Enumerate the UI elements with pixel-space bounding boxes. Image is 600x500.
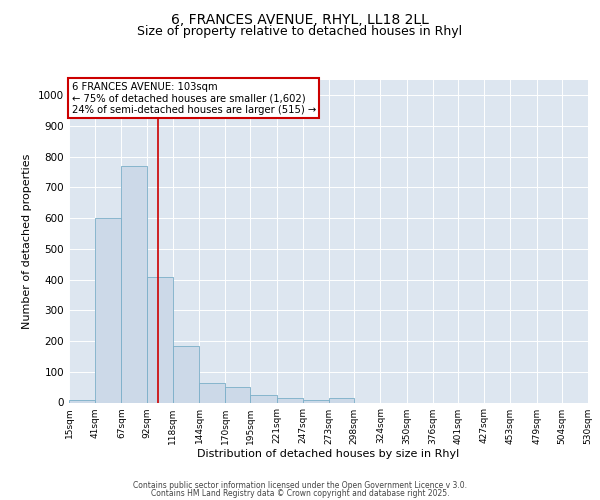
Text: 6 FRANCES AVENUE: 103sqm
← 75% of detached houses are smaller (1,602)
24% of sem: 6 FRANCES AVENUE: 103sqm ← 75% of detach… bbox=[71, 82, 316, 115]
X-axis label: Distribution of detached houses by size in Rhyl: Distribution of detached houses by size … bbox=[197, 450, 460, 460]
Y-axis label: Number of detached properties: Number of detached properties bbox=[22, 154, 32, 329]
Bar bbox=[303, 400, 329, 402]
Text: Contains HM Land Registry data © Crown copyright and database right 2025.: Contains HM Land Registry data © Crown c… bbox=[151, 488, 449, 498]
Bar bbox=[329, 398, 354, 402]
Bar bbox=[173, 346, 199, 403]
Text: Size of property relative to detached houses in Rhyl: Size of property relative to detached ho… bbox=[137, 25, 463, 38]
Bar bbox=[69, 400, 95, 402]
Bar bbox=[146, 276, 173, 402]
Bar bbox=[95, 218, 121, 402]
Text: 6, FRANCES AVENUE, RHYL, LL18 2LL: 6, FRANCES AVENUE, RHYL, LL18 2LL bbox=[171, 12, 429, 26]
Bar bbox=[225, 387, 250, 402]
Bar bbox=[199, 382, 225, 402]
Bar bbox=[121, 166, 146, 402]
Bar bbox=[277, 398, 303, 402]
Bar bbox=[250, 395, 277, 402]
Text: Contains public sector information licensed under the Open Government Licence v : Contains public sector information licen… bbox=[133, 481, 467, 490]
